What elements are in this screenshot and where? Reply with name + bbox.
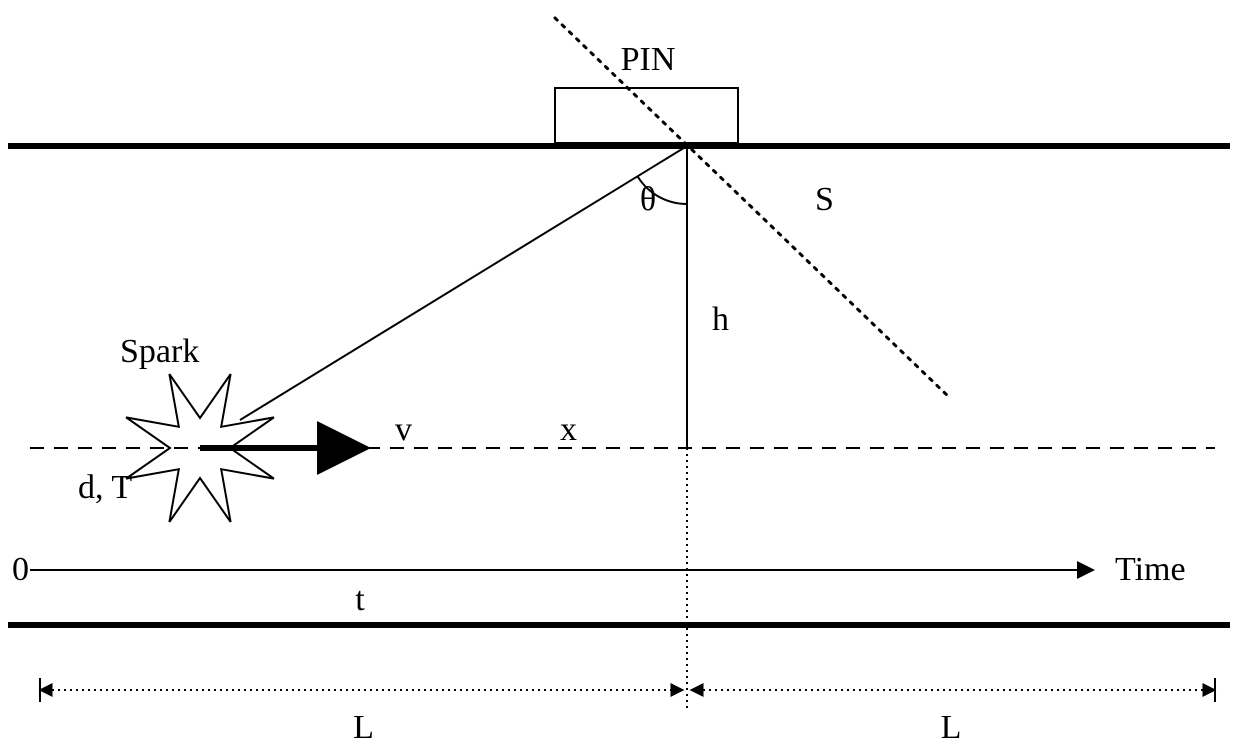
label-x: x: [560, 411, 577, 448]
s-dotted-line: [555, 18, 950, 398]
label-spark: Spark: [120, 333, 199, 370]
label-h: h: [712, 301, 729, 338]
label-zero: 0: [12, 551, 29, 588]
ray-line: [240, 146, 687, 420]
label-dT: d, T: [78, 469, 132, 506]
label-time: Time: [1115, 551, 1186, 588]
label-t: t: [355, 581, 365, 618]
pin-box: [555, 88, 738, 143]
label-S: S: [815, 181, 834, 218]
label-L-right: L: [941, 709, 962, 746]
label-pin: PIN: [621, 41, 676, 78]
label-theta: θ: [640, 181, 656, 218]
label-v: v: [395, 411, 412, 448]
label-L-left: L: [353, 709, 374, 746]
